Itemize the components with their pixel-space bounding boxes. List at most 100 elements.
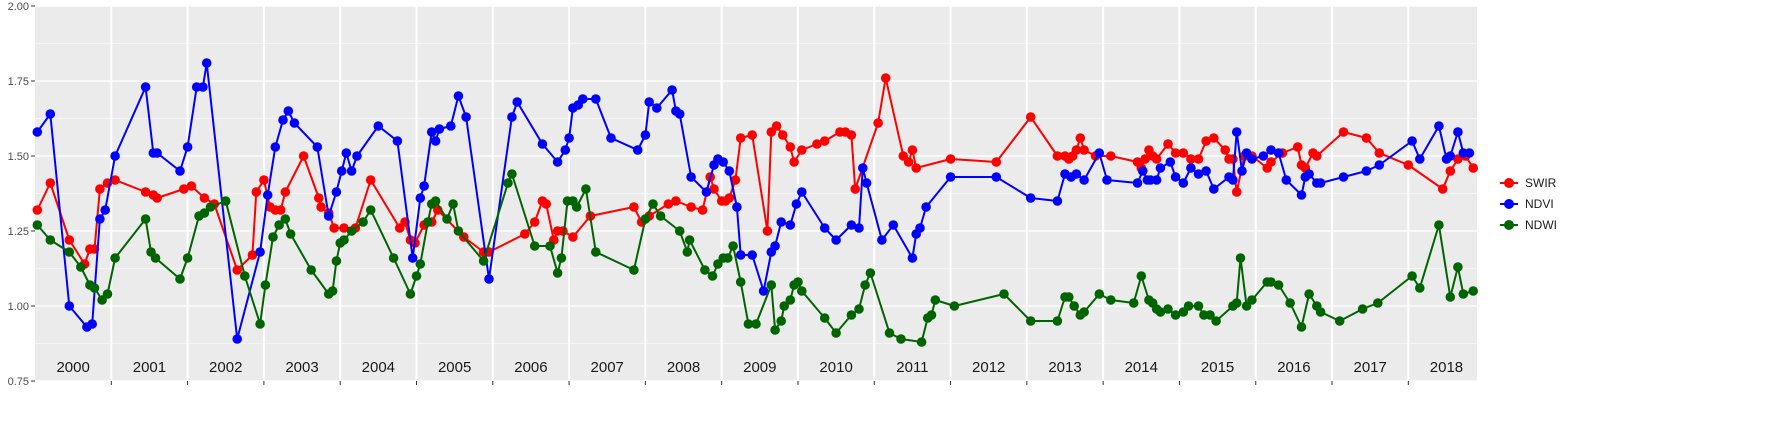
data-point-ndwi [1094,289,1105,299]
year-label: 2013 [1048,359,1081,376]
series-layer [32,58,1478,347]
data-point-swir [945,154,956,164]
data-point-ndvi [1464,148,1475,158]
year-label: 2001 [133,359,166,376]
data-point-ndvi [32,127,43,137]
data-point-ndvi [632,145,643,155]
data-point-ndwi [430,196,441,206]
data-point-ndvi [1273,148,1284,158]
data-point-ndvi [797,187,807,197]
data-point-ndvi [846,220,857,230]
data-point-ndvi [100,205,110,215]
data-point-ndwi [240,271,250,281]
data-point-swir [629,202,639,212]
data-point-ndvi [776,217,786,227]
data-point-ndvi [323,211,334,221]
data-point-ndwi [102,289,113,299]
series-swir [32,73,1478,275]
year-label: 2007 [591,359,624,376]
data-point-swir [541,199,551,209]
data-point-ndwi [831,328,841,338]
series-ndvi [32,58,1475,344]
data-point-ndvi [255,247,265,257]
data-point-ndvi [1155,163,1166,173]
data-point-ndwi [453,226,464,236]
data-point-swir [777,130,788,140]
data-point-ndwi [1434,220,1444,230]
data-point-ndvi [484,274,494,284]
data-point-ndvi [1407,136,1417,146]
data-point-ndwi [306,265,317,275]
data-point-ndwi [684,235,695,245]
legend-label: SWIR [1525,176,1557,190]
data-point-ndvi [758,286,769,296]
data-point-ndvi [270,142,281,152]
data-point-ndvi [278,115,288,125]
data-point-swir [1292,142,1303,152]
data-point-ndvi [791,199,802,209]
data-point-ndwi [365,205,376,215]
data-point-ndvi [373,121,384,131]
data-point-swir [797,145,807,155]
data-point-ndvi [552,157,563,167]
data-point-ndvi [1266,145,1276,155]
data-point-swir [365,175,376,185]
data-point-ndwi [346,226,357,236]
data-point-ndvi [747,250,757,260]
data-point-ndwi [478,256,489,266]
data-point-ndwi [865,268,876,278]
data-point-ndwi [682,247,693,257]
data-point-ndwi [1458,289,1469,299]
data-point-swir [316,202,326,212]
data-point-swir [880,73,891,83]
data-point-swir [247,250,258,260]
data-point-swir [1140,154,1150,164]
data-point-ndwi [1235,253,1246,263]
data-point-ndwi [571,202,582,212]
data-point-ndwi [64,247,75,257]
data-point-ndwi [260,280,271,290]
data-point-ndvi [1296,190,1307,200]
y-axis: 0.75 1.00 1.25 1.50 1.75 2.00 [8,1,35,388]
data-point-swir [1312,151,1322,161]
data-point-ndwi [648,199,658,209]
data-point-ndwi [1128,298,1139,308]
data-point-ndwi [1357,304,1368,314]
data-point-ndwi [205,202,216,212]
data-point-ndwi [1069,301,1079,311]
data-point-swir [873,118,883,128]
data-point-ndvi [1434,121,1444,131]
data-point-ndwi [793,277,803,287]
data-point-ndwi [846,310,857,320]
data-point-ndvi [1209,184,1219,194]
data-point-ndvi [430,136,441,146]
data-point-ndvi [1178,178,1189,188]
data-point-swir [1201,136,1211,146]
data-point-swir [329,223,339,233]
data-point-swir [991,157,1002,167]
data-point-ndvi [415,193,426,203]
data-point-ndwi [76,262,86,272]
data-point-ndwi [280,214,291,224]
data-point-ndwi [1064,292,1074,302]
data-point-ndwi [707,271,718,281]
data-point-ndwi [655,211,666,221]
data-point-ndvi [1102,175,1112,185]
year-label: 2002 [209,359,242,376]
data-point-ndwi [1163,304,1173,314]
data-point-ndwi [1296,322,1307,332]
data-point-swir [339,223,349,233]
data-point-ndvi [1186,163,1196,173]
data-point-ndwi [926,310,937,320]
data-point-ndvi [1445,151,1456,161]
data-point-ndvi [819,223,830,233]
data-point-swir [110,175,120,185]
legend-marker [1504,178,1514,188]
data-point-swir [1052,151,1063,161]
data-point-ndwi [1170,310,1181,320]
data-point-swir [911,163,921,173]
data-point-ndvi [831,235,841,245]
data-point-ndvi [537,139,548,149]
data-point-ndwi [199,208,210,218]
data-point-swir [95,184,105,194]
